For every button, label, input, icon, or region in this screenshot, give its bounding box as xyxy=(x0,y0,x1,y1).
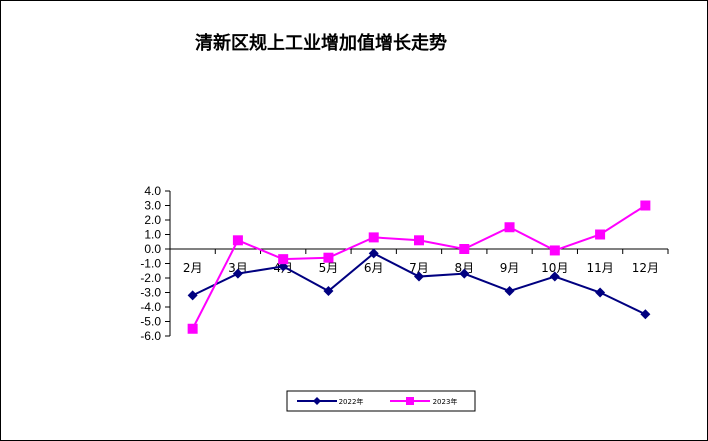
data-point xyxy=(232,268,243,279)
data-point xyxy=(187,323,198,334)
y-tick-label: 4.0 xyxy=(144,184,161,198)
y-tick-label: 0.0 xyxy=(144,242,161,256)
data-point xyxy=(549,245,560,256)
data-point xyxy=(504,286,515,297)
legend-label: 2023年 xyxy=(433,397,458,406)
y-tick-label: 2.0 xyxy=(144,213,161,227)
x-tick-label: 8月 xyxy=(454,261,474,275)
series-layer xyxy=(187,200,651,334)
y-tick-label: -3.0 xyxy=(140,286,161,300)
data-point xyxy=(504,222,515,233)
legend-box xyxy=(286,390,476,412)
y-tick-label: -5.0 xyxy=(140,315,161,329)
y-tick-label: -1.0 xyxy=(140,257,161,271)
y-axis-ticks: 4.03.02.01.00.0-1.0-2.0-3.0-4.0-5.0-6.0 xyxy=(140,184,170,343)
y-tick-label: -6.0 xyxy=(140,329,161,343)
data-point xyxy=(278,254,289,265)
data-point xyxy=(640,309,651,320)
data-point xyxy=(459,268,470,279)
y-tick-label: 1.0 xyxy=(144,228,161,242)
data-point xyxy=(595,229,606,240)
data-point xyxy=(549,271,560,282)
legend-marker xyxy=(406,397,414,405)
data-point xyxy=(232,235,243,246)
x-tick-label: 5月 xyxy=(319,261,339,275)
y-tick-label: -2.0 xyxy=(140,271,161,285)
data-point xyxy=(595,287,606,298)
x-tick-label: 11月 xyxy=(586,261,613,275)
data-point xyxy=(187,290,198,301)
data-point xyxy=(414,235,424,246)
x-tick-label: 10月 xyxy=(541,261,568,275)
legend: 2022年 2023年 xyxy=(286,390,476,412)
series-2 xyxy=(187,200,651,334)
x-tick-label: 12月 xyxy=(632,261,659,275)
x-tick-label: 6月 xyxy=(364,261,384,275)
legend-label: 2022年 xyxy=(339,397,364,406)
data-point xyxy=(414,271,424,282)
data-point xyxy=(459,244,470,254)
data-point xyxy=(368,248,379,259)
x-tick-label: 3月 xyxy=(228,261,248,275)
data-point xyxy=(323,286,334,297)
x-tick-label: 7月 xyxy=(409,261,429,275)
x-tick-label: 2月 xyxy=(183,261,203,275)
data-point xyxy=(323,252,334,263)
legend-marker xyxy=(313,397,321,405)
x-axis-ticks: 2月3月4月5月6月7月8月9月10月11月12月 xyxy=(183,261,659,275)
y-tick-label: 3.0 xyxy=(144,199,161,213)
series-1 xyxy=(187,248,651,320)
data-point xyxy=(640,200,651,211)
x-tick-label: 9月 xyxy=(500,261,520,275)
chart-title: 清新区规上工业增加值增长走势 xyxy=(195,32,447,54)
data-point xyxy=(368,232,379,243)
y-tick-label: -4.0 xyxy=(140,300,161,314)
